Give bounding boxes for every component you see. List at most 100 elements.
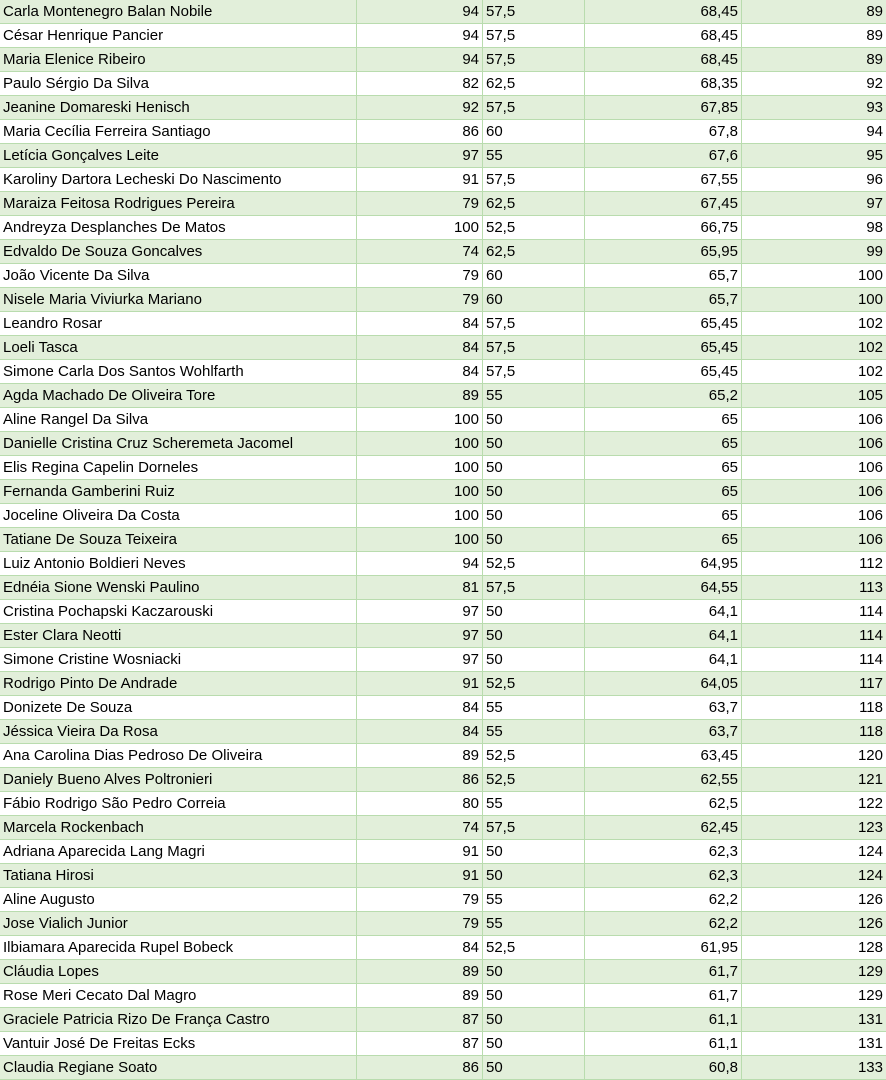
rank-cell[interactable]: 100 (857, 267, 883, 284)
average-cell[interactable]: 65,45 (585, 336, 742, 359)
average-cell[interactable]: 65 (585, 408, 742, 431)
name-cell[interactable]: Simone Carla Dos Santos Wohlfarth (0, 360, 357, 383)
score-a-cell[interactable]: 97 (357, 144, 483, 167)
rank-cell[interactable]: 92 (866, 75, 883, 92)
name-cell[interactable]: Ana Carolina Dias Pedroso De Oliveira (0, 744, 357, 767)
score-b-cell[interactable]: 50 (483, 1056, 585, 1079)
name-cell[interactable]: Karoliny Dartora Lecheski Do Nascimento (0, 168, 357, 191)
name-cell[interactable]: Aline Augusto (0, 888, 357, 911)
rank-cell[interactable]: 89 (866, 3, 883, 20)
name-cell[interactable]: Rodrigo Pinto De Andrade (0, 672, 357, 695)
score-b-cell[interactable]: 52,5 (483, 672, 585, 695)
rank-cell[interactable]: 126 (857, 915, 883, 932)
score-a-cell[interactable]: 100 (357, 408, 483, 431)
name-cell[interactable]: Fábio Rodrigo São Pedro Correia (0, 792, 357, 815)
rank-cell[interactable]: 93 (866, 99, 883, 116)
score-a-cell[interactable]: 86 (357, 1056, 483, 1079)
score-a-cell[interactable]: 94 (357, 24, 483, 47)
score-b-cell[interactable]: 50 (483, 528, 585, 551)
name-cell[interactable]: Nisele Maria Viviurka Mariano (0, 288, 357, 311)
name-cell[interactable]: Marcela Rockenbach (0, 816, 357, 839)
rank-cell[interactable]: 120 (857, 747, 883, 764)
rank-cell[interactable]: 133 (857, 1059, 883, 1076)
rank-cell[interactable]: 112 (859, 555, 883, 572)
name-cell[interactable]: Graciele Patricia Rizo De França Castro (0, 1008, 357, 1031)
name-cell[interactable]: Jose Vialich Junior (0, 912, 357, 935)
name-cell[interactable]: Cristina Pochapski Kaczarouski (0, 600, 357, 623)
average-cell[interactable]: 65 (585, 480, 742, 503)
name-cell[interactable]: César Henrique Pancier (0, 24, 357, 47)
name-cell[interactable]: Ilbiamara Aparecida Rupel Bobeck (0, 936, 357, 959)
name-cell[interactable]: Vantuir José De Freitas Ecks (0, 1032, 357, 1055)
score-a-cell[interactable]: 84 (357, 312, 483, 335)
average-cell[interactable]: 65,7 (585, 264, 742, 287)
score-b-cell[interactable]: 55 (483, 696, 585, 719)
score-b-cell[interactable]: 60 (483, 264, 585, 287)
score-a-cell[interactable]: 89 (357, 744, 483, 767)
rank-cell[interactable]: 102 (857, 339, 883, 356)
score-a-cell[interactable]: 84 (357, 936, 483, 959)
score-b-cell[interactable]: 55 (483, 912, 585, 935)
rank-cell[interactable]: 118 (859, 699, 883, 716)
average-cell[interactable]: 62,2 (585, 888, 742, 911)
name-cell[interactable]: Tatiana Hirosi (0, 864, 357, 887)
score-a-cell[interactable]: 84 (357, 696, 483, 719)
average-cell[interactable]: 68,45 (585, 48, 742, 71)
name-cell[interactable]: Jéssica Vieira Da Rosa (0, 720, 357, 743)
score-a-cell[interactable]: 100 (357, 456, 483, 479)
score-a-cell[interactable]: 100 (357, 432, 483, 455)
score-b-cell[interactable]: 55 (483, 720, 585, 743)
score-a-cell[interactable]: 89 (357, 960, 483, 983)
average-cell[interactable]: 64,95 (585, 552, 742, 575)
rank-cell[interactable]: 118 (859, 723, 883, 740)
rank-cell[interactable]: 123 (857, 819, 883, 836)
rank-cell[interactable]: 106 (857, 435, 883, 452)
name-cell[interactable]: Tatiane De Souza Teixeira (0, 528, 357, 551)
rank-cell[interactable]: 131 (857, 1035, 883, 1052)
average-cell[interactable]: 61,7 (585, 984, 742, 1007)
score-b-cell[interactable]: 55 (483, 144, 585, 167)
name-cell[interactable]: Ednéia Sione Wenski Paulino (0, 576, 357, 599)
score-a-cell[interactable]: 89 (357, 984, 483, 1007)
score-b-cell[interactable]: 50 (483, 600, 585, 623)
average-cell[interactable]: 67,45 (585, 192, 742, 215)
rank-cell[interactable]: 114 (859, 651, 883, 668)
name-cell[interactable]: Maria Cecília Ferreira Santiago (0, 120, 357, 143)
name-cell[interactable]: Aline Rangel Da Silva (0, 408, 357, 431)
rank-cell[interactable]: 131 (857, 1011, 883, 1028)
name-cell[interactable]: Paulo Sérgio Da Silva (0, 72, 357, 95)
average-cell[interactable]: 61,7 (585, 960, 742, 983)
score-a-cell[interactable]: 100 (357, 528, 483, 551)
score-b-cell[interactable]: 52,5 (483, 744, 585, 767)
score-a-cell[interactable]: 86 (357, 120, 483, 143)
average-cell[interactable]: 64,55 (585, 576, 742, 599)
average-cell[interactable]: 64,1 (585, 648, 742, 671)
score-a-cell[interactable]: 91 (357, 168, 483, 191)
rank-cell[interactable]: 102 (857, 363, 883, 380)
rank-cell[interactable]: 114 (859, 627, 883, 644)
score-a-cell[interactable]: 74 (357, 240, 483, 263)
average-cell[interactable]: 65,95 (585, 240, 742, 263)
score-a-cell[interactable]: 97 (357, 624, 483, 647)
score-b-cell[interactable]: 55 (483, 888, 585, 911)
score-b-cell[interactable]: 55 (483, 792, 585, 815)
average-cell[interactable]: 68,35 (585, 72, 742, 95)
name-cell[interactable]: Andreyza Desplanches De Matos (0, 216, 357, 239)
rank-cell[interactable]: 89 (866, 51, 883, 68)
score-b-cell[interactable]: 50 (483, 456, 585, 479)
rank-cell[interactable]: 113 (859, 579, 883, 596)
average-cell[interactable]: 61,1 (585, 1032, 742, 1055)
rank-cell[interactable]: 121 (857, 771, 883, 788)
score-a-cell[interactable]: 92 (357, 96, 483, 119)
score-b-cell[interactable]: 50 (483, 504, 585, 527)
name-cell[interactable]: Cláudia Lopes (0, 960, 357, 983)
rank-cell[interactable]: 106 (857, 507, 883, 524)
rank-cell[interactable]: 106 (857, 531, 883, 548)
score-b-cell[interactable]: 52,5 (483, 552, 585, 575)
name-cell[interactable]: Ester Clara Neotti (0, 624, 357, 647)
name-cell[interactable]: Joceline Oliveira Da Costa (0, 504, 357, 527)
average-cell[interactable]: 65,45 (585, 312, 742, 335)
score-a-cell[interactable]: 82 (357, 72, 483, 95)
score-b-cell[interactable]: 50 (483, 960, 585, 983)
score-a-cell[interactable]: 79 (357, 192, 483, 215)
